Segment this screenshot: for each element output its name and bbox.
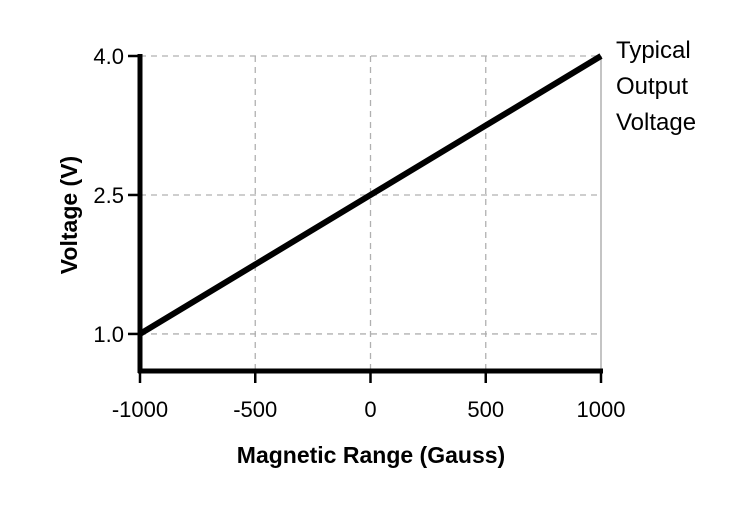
y-axis-title: Voltage (V) <box>56 156 82 274</box>
x-axis-ticks: -1000 -500 0 500 1000 <box>112 371 626 422</box>
annotation-line-1: Typical <box>616 37 691 64</box>
series-group <box>138 53 603 337</box>
x-tick-label-2: 0 <box>364 397 376 422</box>
series-line-0 <box>138 53 603 337</box>
x-tick-label-3: 500 <box>467 397 504 422</box>
y-tick-label-1: 2.5 <box>93 183 124 208</box>
y-tick-label-2: 4.0 <box>93 44 124 69</box>
x-tick-label-4: 1000 <box>577 397 626 422</box>
y-tick-label-0: 1.0 <box>93 322 124 347</box>
x-axis-title: Magnetic Range (Gauss) <box>237 442 505 468</box>
grid-lines <box>140 55 601 371</box>
x-tick-label-1: -500 <box>233 397 277 422</box>
x-tick-label-0: -1000 <box>112 397 168 422</box>
y-axis-ticks: 1.0 2.5 4.0 <box>93 44 140 347</box>
annotation-line-3: Voltage <box>616 109 696 136</box>
annotation-line-2: Output <box>616 73 688 100</box>
series-annotation: Typical Output Voltage <box>616 37 696 136</box>
